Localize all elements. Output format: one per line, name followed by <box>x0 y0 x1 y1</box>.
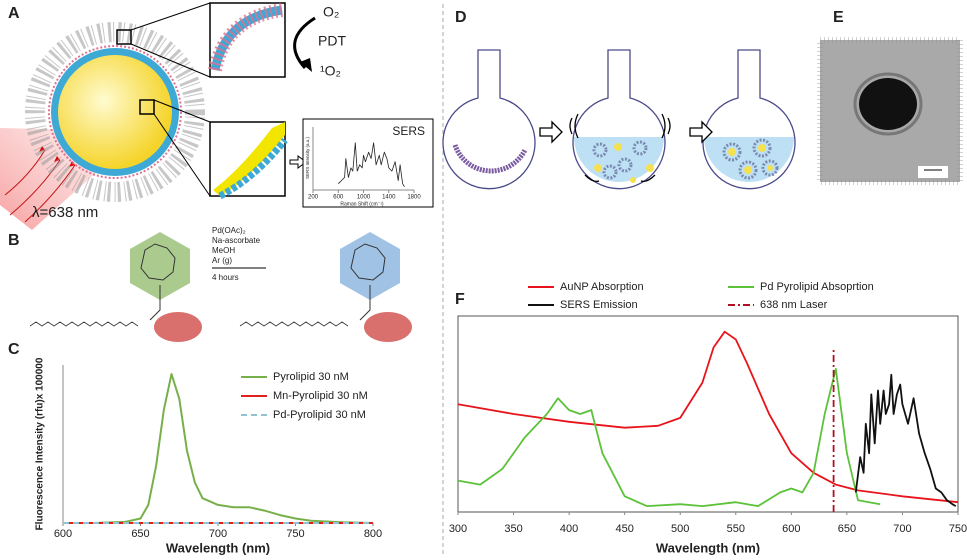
panel-label: E <box>833 9 844 26</box>
headgroup <box>364 312 412 342</box>
x-tick-label: 550 <box>727 523 745 535</box>
plot-frame <box>457 315 959 513</box>
tem-halo <box>853 72 923 136</box>
reaction-time: 4 hours <box>212 273 239 282</box>
reagent: Pd(OAc)₂ <box>212 226 246 235</box>
x-tick-label: 200 <box>308 195 319 201</box>
x-tick-label: 800 <box>364 528 382 540</box>
headgroup <box>154 312 202 342</box>
scale-bar-box <box>918 166 948 178</box>
polymer-corona <box>25 22 205 202</box>
gold-particles <box>594 143 773 183</box>
lipid-heads <box>48 45 182 179</box>
x-tick-label: 1800 <box>407 195 421 201</box>
pdt-arrowhead <box>300 58 312 72</box>
y-axis-label: Fluorescence Intensity (rfu)x 100000 <box>35 357 46 530</box>
legend-label: Pyrolipid 30 nM <box>273 371 349 383</box>
y-axis-label: SERS Intensity (a.u.) <box>305 136 310 179</box>
porphyrin-green <box>130 232 190 300</box>
tem-particle <box>859 78 917 130</box>
x-axis-label: Wavelength (nm) <box>166 540 270 555</box>
panel-label: A <box>8 5 20 22</box>
legend-label: Mn-Pyrolipid 30 nM <box>273 390 368 402</box>
series-line <box>338 142 405 188</box>
legend-label: SERS Emission <box>560 299 638 311</box>
x-tick-label: 400 <box>560 523 578 535</box>
lipid-tails <box>29 321 349 327</box>
panel-b-drawing: Pd(OAc)₂ Na-ascorbate MeOH Ar (g) 4 hour… <box>29 226 412 342</box>
reagent: Ar (g) <box>212 256 232 265</box>
legend-label: 638 nm Laser <box>760 299 828 311</box>
process-arrow <box>539 120 713 144</box>
series-line <box>457 330 959 504</box>
x-tick-label: 600 <box>333 195 344 201</box>
singlet-o2-label: ¹O₂ <box>320 63 341 79</box>
laser-label: λ=638 nm <box>32 204 98 221</box>
panel-label: F <box>455 291 465 308</box>
panel-e-image <box>817 37 963 185</box>
x-tick-label: 350 <box>504 523 522 535</box>
x-tick-label: 500 <box>671 523 689 535</box>
panel-label: B <box>8 232 20 249</box>
flask <box>442 49 536 190</box>
series-line <box>63 373 374 524</box>
chart-title: SERS <box>392 124 425 138</box>
x-tick-label: 750 <box>286 528 304 540</box>
x-tick-label: 300 <box>449 523 467 535</box>
x-tick-label: 650 <box>838 523 856 535</box>
x-axis-label: Raman Shift (cm⁻¹) <box>340 201 384 207</box>
o2-label: O₂ <box>323 4 339 20</box>
x-axis-label: Wavelength (nm) <box>656 540 760 555</box>
x-tick-label: 700 <box>209 528 227 540</box>
zoom-heads <box>208 3 284 72</box>
molecule-bonds <box>140 243 386 321</box>
pdt-arrow <box>293 16 316 69</box>
zoom-shell <box>218 137 288 200</box>
arrow <box>289 155 307 169</box>
beam-arrows <box>39 146 75 167</box>
x-tick-label: 600 <box>54 528 72 540</box>
series-line <box>854 373 957 507</box>
reagent: MeOH <box>212 246 235 255</box>
zoom-lines <box>130 2 211 197</box>
liposomes <box>592 138 779 180</box>
x-tick-label: 1000 <box>357 195 371 201</box>
legend-label: Pd Pyrolipid Absoprtion <box>760 281 874 293</box>
x-tick-label: 600 <box>782 523 800 535</box>
series-line <box>457 368 881 507</box>
zoom-gold <box>213 122 285 196</box>
x-tick-label: 450 <box>615 523 633 535</box>
legend-label: AuNP Absorption <box>560 281 644 293</box>
legend-label: Pd-Pyrolipid 30 nM <box>273 409 366 421</box>
x-tick-label: 700 <box>893 523 911 535</box>
panel-label: C <box>8 341 20 358</box>
gold-core <box>58 55 172 169</box>
zoom-box <box>139 99 155 115</box>
pdt-label: PDT <box>318 33 346 49</box>
x-tick-label: 750 <box>949 523 967 535</box>
x-tick-label: 650 <box>131 528 149 540</box>
x-tick-label: 1400 <box>382 195 396 201</box>
panel-d-drawing <box>442 49 796 190</box>
panel-label: D <box>455 9 467 26</box>
tem-texture <box>817 37 963 185</box>
panel-a-drawing: O₂ PDT ¹O₂ λ=638 nm <box>0 2 434 230</box>
sonication-marks <box>569 113 671 183</box>
inset-frame <box>302 118 434 208</box>
porphyrin-blue <box>340 232 400 300</box>
reagent: Na-ascorbate <box>212 236 261 245</box>
zoom-box <box>116 29 132 45</box>
